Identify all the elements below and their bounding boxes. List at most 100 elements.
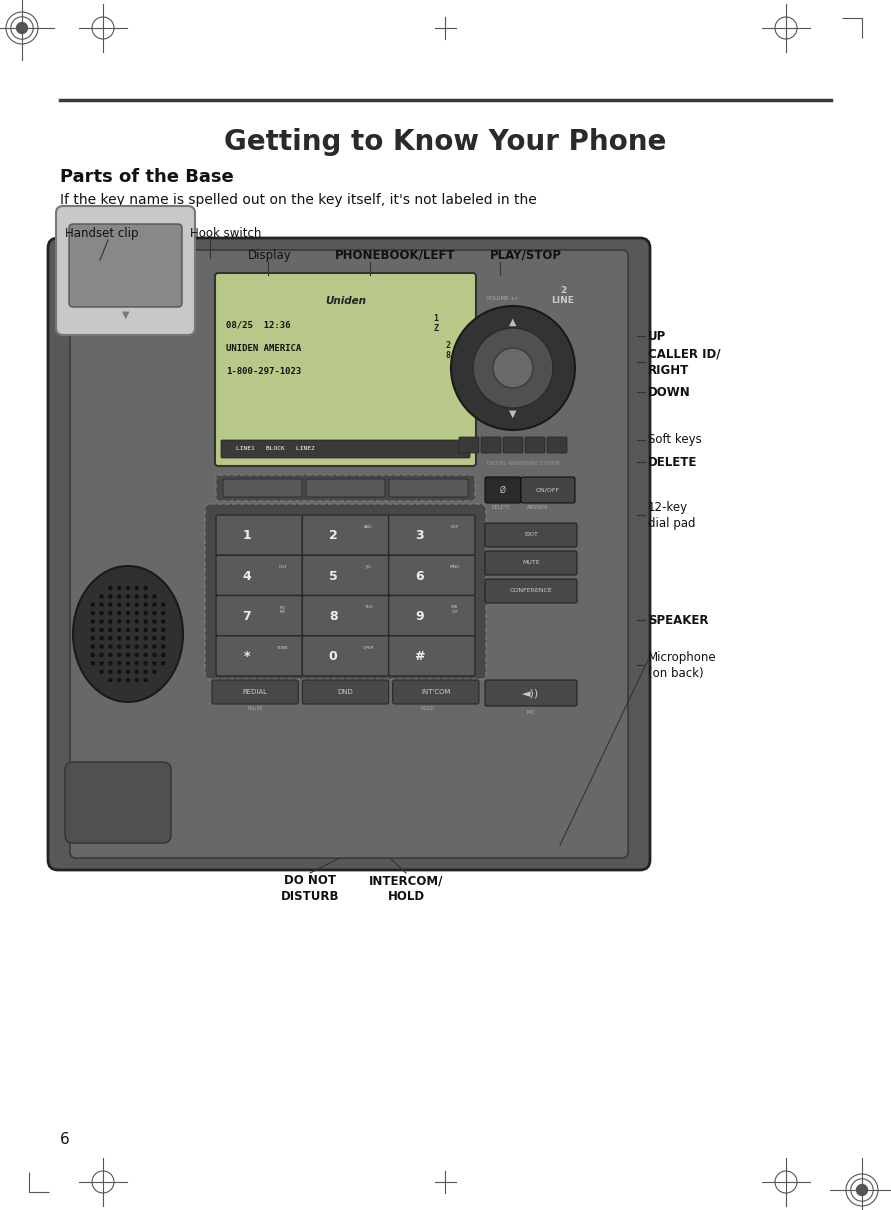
Circle shape bbox=[161, 652, 166, 657]
Text: DELETE: DELETE bbox=[491, 505, 510, 509]
Circle shape bbox=[126, 645, 130, 649]
Text: PHONEBOOK/LEFT: PHONEBOOK/LEFT bbox=[335, 249, 455, 263]
FancyBboxPatch shape bbox=[215, 273, 476, 466]
Text: 1-800-297-1023: 1-800-297-1023 bbox=[226, 367, 301, 376]
Circle shape bbox=[108, 669, 112, 674]
FancyBboxPatch shape bbox=[388, 595, 475, 635]
Text: #: # bbox=[414, 650, 425, 663]
Text: MUTE: MUTE bbox=[522, 560, 540, 565]
Circle shape bbox=[143, 628, 148, 632]
Text: ABC: ABC bbox=[364, 525, 373, 529]
Text: ▲: ▲ bbox=[510, 317, 517, 327]
Circle shape bbox=[152, 603, 157, 607]
Text: 1: 1 bbox=[242, 529, 251, 542]
Circle shape bbox=[451, 306, 575, 430]
Circle shape bbox=[117, 603, 121, 607]
Circle shape bbox=[126, 652, 130, 657]
FancyBboxPatch shape bbox=[216, 476, 475, 501]
Circle shape bbox=[100, 636, 103, 640]
Circle shape bbox=[135, 678, 139, 682]
FancyBboxPatch shape bbox=[389, 479, 468, 497]
Text: 3: 3 bbox=[415, 529, 424, 542]
Circle shape bbox=[117, 661, 121, 666]
FancyBboxPatch shape bbox=[306, 479, 385, 497]
Text: CALLER ID/
RIGHT: CALLER ID/ RIGHT bbox=[648, 347, 721, 376]
Circle shape bbox=[152, 611, 157, 615]
Text: ▼: ▼ bbox=[510, 409, 517, 419]
Text: DEF: DEF bbox=[451, 525, 459, 529]
Circle shape bbox=[117, 645, 121, 649]
Text: MIC: MIC bbox=[527, 710, 535, 715]
FancyBboxPatch shape bbox=[302, 515, 388, 555]
Circle shape bbox=[126, 669, 130, 674]
FancyBboxPatch shape bbox=[393, 680, 479, 704]
Circle shape bbox=[91, 661, 95, 666]
Circle shape bbox=[100, 628, 103, 632]
Circle shape bbox=[143, 652, 148, 657]
Text: DELETE: DELETE bbox=[648, 455, 698, 468]
Text: CONFERENCE: CONFERENCE bbox=[510, 588, 552, 593]
Circle shape bbox=[161, 620, 166, 623]
Text: 5: 5 bbox=[329, 570, 338, 582]
Text: Uniden: Uniden bbox=[325, 296, 366, 306]
Circle shape bbox=[100, 652, 103, 657]
Circle shape bbox=[135, 669, 139, 674]
Text: OPER: OPER bbox=[363, 646, 374, 650]
Text: Microphone
(on back): Microphone (on back) bbox=[648, 651, 716, 680]
Text: Display: Display bbox=[248, 249, 291, 263]
FancyBboxPatch shape bbox=[69, 224, 182, 307]
Circle shape bbox=[135, 652, 139, 657]
FancyBboxPatch shape bbox=[503, 437, 523, 453]
Circle shape bbox=[108, 636, 112, 640]
Circle shape bbox=[126, 603, 130, 607]
Text: If the key name is spelled out on the key itself, it's not labeled in the
drawin: If the key name is spelled out on the ke… bbox=[60, 194, 536, 226]
Circle shape bbox=[117, 678, 121, 682]
Circle shape bbox=[108, 603, 112, 607]
Circle shape bbox=[100, 603, 103, 607]
Circle shape bbox=[108, 611, 112, 615]
Text: 6: 6 bbox=[415, 570, 424, 582]
FancyBboxPatch shape bbox=[302, 635, 388, 676]
Circle shape bbox=[100, 611, 103, 615]
Circle shape bbox=[100, 594, 103, 599]
Circle shape bbox=[100, 669, 103, 674]
Text: ON/OFF: ON/OFF bbox=[536, 488, 560, 492]
Circle shape bbox=[152, 661, 157, 666]
Text: Parts of the Base: Parts of the Base bbox=[60, 168, 233, 186]
Text: PQ
RS: PQ RS bbox=[279, 605, 285, 615]
FancyBboxPatch shape bbox=[223, 479, 302, 497]
Text: Handset clip: Handset clip bbox=[65, 227, 138, 240]
FancyBboxPatch shape bbox=[65, 762, 171, 843]
Circle shape bbox=[143, 661, 148, 666]
Circle shape bbox=[135, 586, 139, 590]
Circle shape bbox=[108, 628, 112, 632]
Circle shape bbox=[152, 628, 157, 632]
Text: REDIAL: REDIAL bbox=[242, 688, 267, 695]
Circle shape bbox=[126, 620, 130, 623]
Text: 2: 2 bbox=[329, 529, 338, 542]
Text: ANSWER: ANSWER bbox=[527, 505, 549, 509]
FancyBboxPatch shape bbox=[485, 580, 577, 603]
FancyBboxPatch shape bbox=[459, 437, 479, 453]
FancyBboxPatch shape bbox=[547, 437, 567, 453]
FancyBboxPatch shape bbox=[485, 477, 521, 503]
Text: 2
8: 2 8 bbox=[445, 341, 450, 361]
Circle shape bbox=[126, 636, 130, 640]
Text: TONE: TONE bbox=[276, 646, 288, 650]
Circle shape bbox=[126, 594, 130, 599]
FancyBboxPatch shape bbox=[70, 250, 628, 858]
Circle shape bbox=[473, 328, 553, 408]
Circle shape bbox=[143, 636, 148, 640]
Circle shape bbox=[91, 603, 95, 607]
Text: Ø: Ø bbox=[500, 485, 506, 495]
Text: UP: UP bbox=[648, 329, 666, 342]
FancyBboxPatch shape bbox=[388, 555, 475, 595]
Text: 1
Z: 1 Z bbox=[433, 315, 438, 334]
Circle shape bbox=[108, 586, 112, 590]
Circle shape bbox=[161, 611, 166, 615]
Circle shape bbox=[108, 652, 112, 657]
FancyBboxPatch shape bbox=[521, 477, 575, 503]
Circle shape bbox=[135, 661, 139, 666]
FancyBboxPatch shape bbox=[485, 523, 577, 547]
Circle shape bbox=[91, 620, 95, 623]
